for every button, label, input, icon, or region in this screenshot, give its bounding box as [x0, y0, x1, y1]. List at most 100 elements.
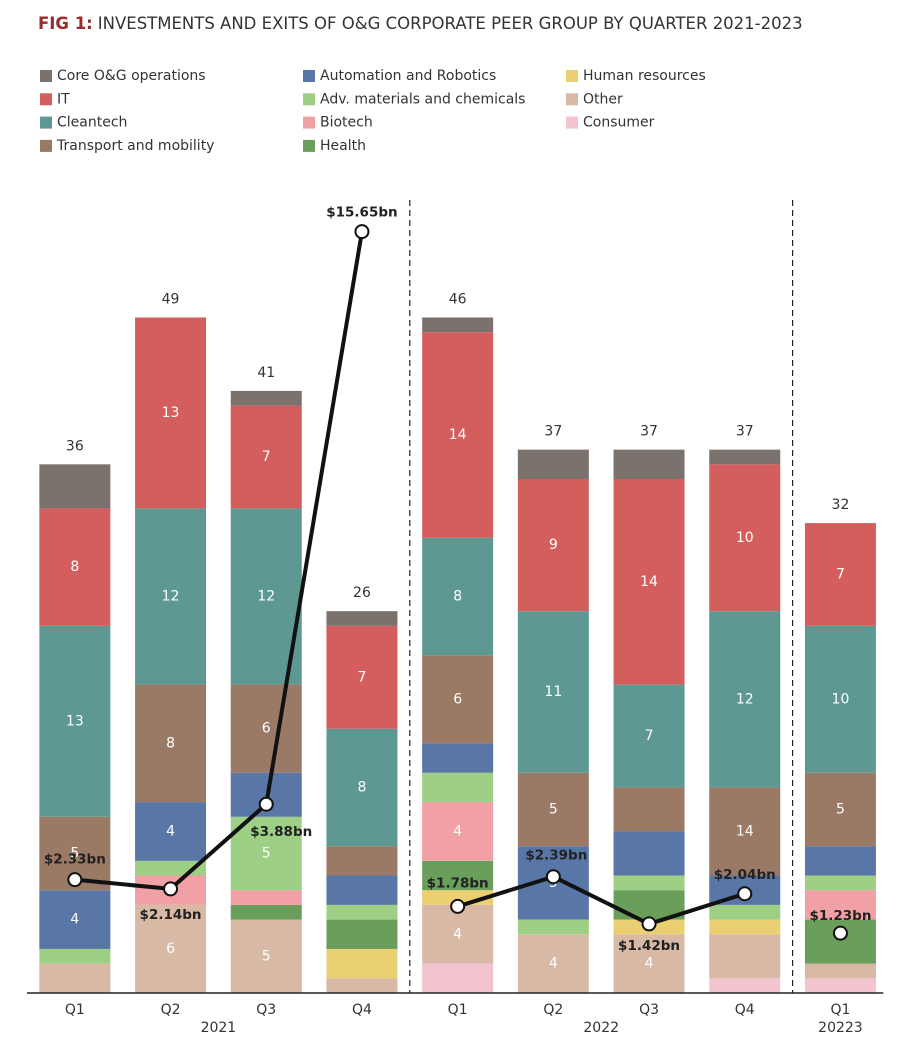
- total-label: 32: [832, 497, 850, 513]
- segment-label: 13: [66, 713, 84, 729]
- bar-segment: [517, 449, 589, 480]
- total-label: 49: [162, 291, 180, 307]
- bar-segment: [804, 963, 876, 979]
- total-label: 37: [736, 424, 754, 440]
- bar-segment: [422, 963, 494, 993]
- bar-segment: [39, 464, 111, 509]
- x-tick-label: Q2: [161, 1002, 181, 1018]
- segment-label: 6: [262, 721, 271, 737]
- x-tick-label: Q3: [639, 1002, 659, 1018]
- bar-segment: [135, 508, 207, 685]
- bar-segment: [326, 846, 398, 876]
- line-label: $2.04bn: [714, 867, 776, 883]
- segment-label: 12: [736, 691, 754, 707]
- bar-segment: [613, 684, 685, 788]
- line-label: $3.88bn: [250, 824, 312, 840]
- bar-segment: [135, 904, 207, 993]
- bar-segment: [517, 934, 589, 993]
- bar-segment: [613, 831, 685, 876]
- line-label: $2.33bn: [44, 852, 106, 868]
- bar-segment: [230, 390, 302, 406]
- line-label: $1.78bn: [427, 875, 489, 891]
- bar-segment: [517, 479, 589, 612]
- segment-label: 7: [357, 669, 366, 685]
- x-tick-label: Q1: [65, 1002, 85, 1018]
- bar-segment: [709, 611, 781, 788]
- segment-label: 7: [645, 728, 654, 744]
- total-label: 46: [449, 291, 467, 307]
- chart-title: FIG 1: INVESTMENTS AND EXITS OF O&G CORPO…: [38, 14, 803, 33]
- bar-segment: [326, 625, 398, 729]
- x-tick-label: Q3: [256, 1002, 276, 1018]
- bar-segment: [39, 625, 111, 817]
- segment-label: 4: [549, 956, 558, 972]
- segment-label: 4: [70, 912, 79, 928]
- bar-segment: [804, 523, 876, 626]
- segment-label: 8: [70, 559, 79, 575]
- bar-segment: [422, 655, 494, 744]
- segment-label: 8: [453, 589, 462, 605]
- total-label: 36: [66, 438, 84, 454]
- bar-segment: [709, 449, 781, 465]
- bar-segment: [804, 772, 876, 847]
- legend-label: Transport and mobility: [56, 138, 214, 154]
- bar-segment: [804, 978, 876, 993]
- segment-label: 9: [549, 537, 558, 553]
- bar-segment: [422, 743, 494, 773]
- bar-segment: [326, 948, 398, 979]
- total-label: 26: [353, 585, 371, 601]
- total-label: 37: [640, 424, 658, 440]
- bar-segment: [135, 317, 207, 509]
- bar-segment: [39, 508, 111, 626]
- bar-segment: [422, 904, 494, 964]
- bar-segment: [613, 875, 685, 891]
- bar-segment: [804, 890, 876, 920]
- segment-label: 4: [453, 823, 462, 839]
- legend-swatch: [566, 116, 578, 129]
- bar-segment: [39, 963, 111, 993]
- line-point: [354, 224, 370, 240]
- line-label: $1.42bn: [618, 938, 680, 954]
- line-point: [832, 925, 848, 941]
- line-label: $1.23bn: [809, 908, 871, 924]
- segment-label: 4: [645, 956, 654, 972]
- legend-label: Other: [583, 91, 623, 107]
- bar-segment: [326, 919, 398, 949]
- bar-segment: [230, 816, 302, 891]
- line-point: [737, 886, 753, 902]
- segment-label: 13: [162, 405, 180, 421]
- bar-segment: [517, 919, 589, 935]
- segment-label: 7: [836, 566, 845, 582]
- title-text: INVESTMENTS AND EXITS OF O&G CORPORATE P…: [98, 14, 803, 33]
- bar-segment: [709, 934, 781, 979]
- bar-segment: [709, 787, 781, 876]
- legend-label: Consumer: [583, 115, 655, 131]
- line-point: [258, 796, 274, 812]
- bar-segment: [709, 904, 781, 920]
- bar-segment: [326, 728, 398, 847]
- line-label: $2.14bn: [140, 907, 202, 923]
- segment-label: 5: [262, 948, 271, 964]
- segment-label: 8: [357, 779, 366, 795]
- bar-segment: [230, 684, 302, 773]
- bar-segment: [230, 904, 302, 920]
- bar-segment: [230, 405, 302, 509]
- line-point: [545, 869, 561, 885]
- bar-segment: [804, 625, 876, 773]
- legend-label: Core O&G operations: [57, 68, 206, 84]
- legend-label: IT: [57, 91, 70, 107]
- bar-segment: [39, 890, 111, 949]
- line-series: [74, 231, 364, 891]
- bar-segment: [326, 904, 398, 920]
- bar-segment: [422, 332, 494, 538]
- group-label: 2021: [201, 1020, 237, 1036]
- bar-segment: [613, 787, 685, 832]
- segment-label: 4: [166, 823, 175, 839]
- segment-label: 11: [544, 684, 562, 700]
- line-series: [457, 874, 746, 926]
- legend-swatch: [303, 116, 315, 129]
- segment-label: 4: [453, 926, 462, 942]
- x-tick-label: Q1: [830, 1002, 850, 1018]
- bar-segment: [422, 860, 494, 891]
- legend-swatch: [303, 70, 315, 82]
